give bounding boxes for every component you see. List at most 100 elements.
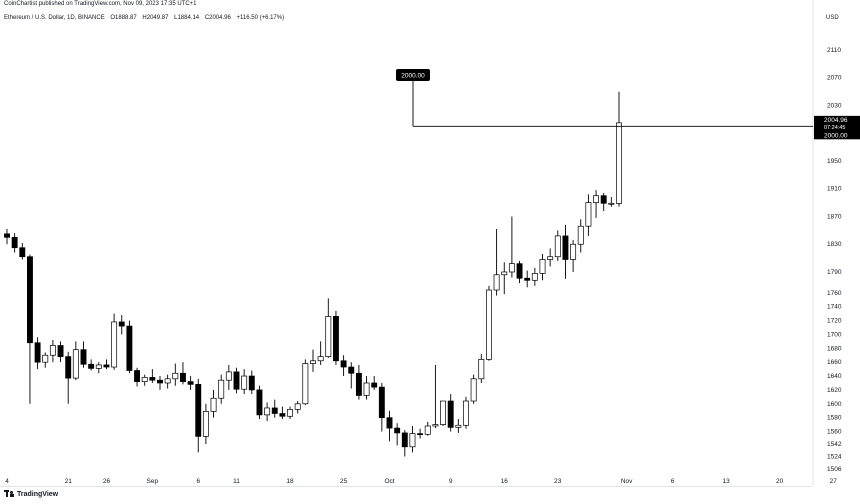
ohlc-open: O1888.87 [110,15,137,21]
candle-body [600,195,607,204]
candle-body [256,389,263,416]
candle-body [310,360,316,364]
tradingview-logo-icon [4,490,14,498]
price-axis-currency[interactable]: USD [826,15,839,21]
x-tick-label: 23 [554,478,562,485]
candle-body [531,273,538,281]
level-callout-label: 2000.00 [401,73,425,80]
x-tick-label: 9 [449,478,453,485]
candle-body [202,411,209,437]
x-tick-label: 11 [233,478,240,485]
ohlc-change: +116.50 (+6.17%) [236,15,285,21]
candle-body [570,243,577,260]
candle-body [424,425,431,435]
y-tick-label: 1680 [827,345,842,352]
candle-body [149,377,156,381]
candle-body [294,403,301,410]
tradingview-brand[interactable]: TradingView [4,490,58,498]
symbol-name[interactable]: Ethereum / U.S. Dollar, 1D, BINANCE [4,15,105,21]
candle-body [233,371,240,390]
candle-body [608,202,615,205]
y-tick-label: 2070 [827,75,842,82]
x-tick-label: 21 [65,478,73,485]
y-tick-label: 1600 [827,401,842,408]
y-tick-label: 1580 [827,415,842,422]
x-tick-label: 16 [501,478,509,485]
candle-body [440,400,447,425]
x-tick-label: 13 [722,478,730,485]
candle-body [218,379,225,399]
candle-body [340,360,347,368]
candle-body [562,235,569,260]
ohlc-low: L1884.14 [174,15,200,21]
y-tick-label: 1620 [827,387,842,394]
candle-body [19,247,26,258]
candle-body [134,370,140,382]
candle-body [27,256,33,344]
y-tick-label: 1830 [827,241,842,248]
level-axis-label: 2000.00 [824,132,848,139]
ohlc-high: H2049.87 [142,15,169,21]
candle-body [118,321,125,327]
candle-body [317,356,324,362]
publisher-attribution: CoinChartist published on TradingView.co… [4,1,197,7]
candle-body [65,356,72,379]
header: CoinChartist published on TradingView.co… [0,0,860,10]
candle-body [355,372,362,396]
y-tick-label: 1740 [827,304,842,311]
candle-body [593,195,600,203]
y-tick-label: 1700 [827,331,842,338]
candle-body [42,354,49,363]
x-tick-label: 26 [103,478,111,485]
time-axis-divider [0,486,812,487]
candle-body [463,400,469,426]
candle-body [554,235,561,258]
y-tick-label: 1524 [827,454,842,461]
last-price-label: 2004.96 [824,117,848,124]
candle-body [348,366,355,374]
candle-body [417,433,424,435]
x-tick-label: Nov [621,478,633,485]
last-price-tag [814,115,860,132]
y-tick-label: 1542 [827,441,842,448]
candle-body [80,349,87,365]
y-tick-label: 2110 [827,47,841,54]
y-tick-label: 1560 [827,429,842,436]
candle-body [4,233,10,238]
level-axis-tag [814,130,860,140]
candle-body [493,274,500,291]
candle-body [409,433,416,448]
bar-countdown-label: 07:24:45 [824,125,845,131]
candle-body [486,289,492,360]
candle-body [508,263,515,273]
candle-body [187,381,194,385]
candle-body [516,263,523,279]
candle-body [180,372,186,382]
candle-body [141,377,148,382]
candle-body [363,382,370,396]
candle-body [577,225,584,245]
candle-body [248,375,255,391]
y-tick-label: 1506 [827,466,842,473]
candle-body [172,372,179,380]
y-tick-label: 1870 [827,213,842,220]
y-tick-label: 1910 [827,186,842,193]
candle-body [164,378,171,384]
x-tick-label: 4 [5,478,9,485]
candle-body [478,359,485,380]
candle-body [210,397,217,412]
candle-body [72,349,79,379]
y-tick-label: 1760 [827,290,842,297]
candle-body [225,371,232,381]
candle-body [111,321,118,368]
candle-body [157,379,163,384]
x-tick-label: 18 [286,478,294,485]
candle-body [470,378,477,402]
candle-body [287,408,294,417]
x-tick-label: Oct [384,478,394,485]
level-callout-box [396,69,430,81]
symbol-legend[interactable]: Ethereum / U.S. Dollar, 1D, BINANCE O188… [4,15,288,21]
x-tick-label: 6 [671,478,675,485]
candle-body [455,424,462,428]
